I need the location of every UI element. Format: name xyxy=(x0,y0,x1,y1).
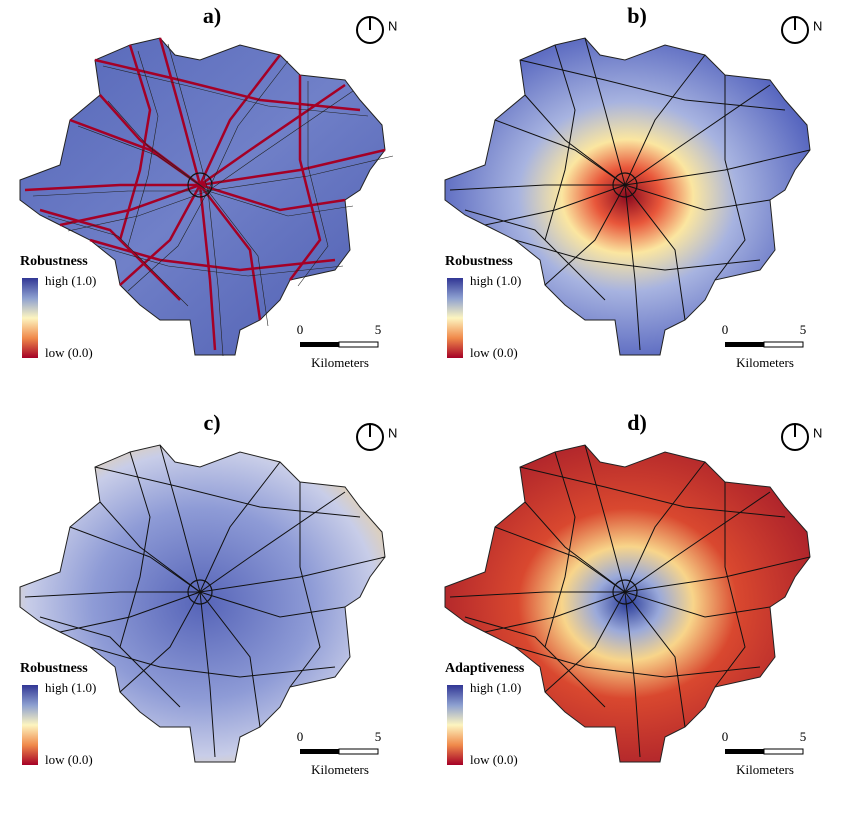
scale-tick: 0 xyxy=(297,322,304,337)
road xyxy=(714,75,746,281)
scale-tick: 0 xyxy=(722,322,729,337)
north-label: N xyxy=(388,425,397,440)
north-label: N xyxy=(813,18,822,33)
road xyxy=(714,482,746,688)
color-bar xyxy=(447,685,463,765)
road xyxy=(544,451,576,648)
scale-unit: Kilometers xyxy=(311,762,369,777)
road xyxy=(119,451,151,648)
legend-title: Robustness xyxy=(445,254,513,269)
road xyxy=(289,482,321,688)
road xyxy=(89,646,336,678)
north-label: N xyxy=(388,18,397,33)
legend-title: Robustness xyxy=(20,661,88,676)
panel-label: c) xyxy=(203,410,220,435)
legend-low: low (0.0) xyxy=(45,345,93,360)
scale-tick: 5 xyxy=(800,322,807,337)
road xyxy=(514,646,761,678)
map-panel: a) N Robustness high (1.0) low (0.0) 0 5 Kilome… xyxy=(19,3,397,370)
road xyxy=(289,75,322,281)
road xyxy=(47,215,189,307)
scale-bar xyxy=(725,342,764,347)
scale-tick: 5 xyxy=(375,729,382,744)
road xyxy=(297,81,329,287)
panel-label: d) xyxy=(627,410,647,435)
scale-bar xyxy=(725,749,764,754)
road xyxy=(544,54,706,286)
legend-title: Adaptiveness xyxy=(445,661,525,676)
scale-bar xyxy=(763,748,804,755)
scale-unit: Kilometers xyxy=(736,762,794,777)
road xyxy=(97,245,344,277)
legend-low: low (0.0) xyxy=(45,752,93,767)
map-panel: c) N Robustness high (1.0) low (0.0) 0 5 Kilome… xyxy=(19,410,397,777)
road xyxy=(514,239,761,271)
road xyxy=(544,461,706,693)
road xyxy=(127,60,289,292)
legend-high: high (1.0) xyxy=(45,680,96,695)
color-bar xyxy=(447,278,463,358)
panel-label: a) xyxy=(203,3,221,28)
road xyxy=(544,44,576,241)
legend-high: high (1.0) xyxy=(470,680,521,695)
scale-tick: 5 xyxy=(375,322,382,337)
road xyxy=(119,461,281,693)
legend-high: high (1.0) xyxy=(45,273,96,288)
road xyxy=(464,209,606,301)
scale-bar xyxy=(338,341,379,348)
center-ring xyxy=(612,579,638,605)
color-bar xyxy=(22,278,38,358)
map-panel: b) N Robustness high (1.0) low (0.0) 0 5 Kilome… xyxy=(444,3,822,370)
scale-unit: Kilometers xyxy=(311,355,369,370)
road xyxy=(39,616,181,708)
map-panel: d) N Adaptiveness high (1.0) low (0.0) 0 5 Kilo… xyxy=(444,410,822,777)
road xyxy=(89,238,336,272)
scale-bar xyxy=(300,749,339,754)
scale-bar xyxy=(763,341,804,348)
road xyxy=(39,208,181,301)
center-ring xyxy=(187,579,213,605)
scale-bar xyxy=(338,748,379,755)
road xyxy=(464,616,606,708)
scale-unit: Kilometers xyxy=(736,355,794,370)
legend-low: low (0.0) xyxy=(470,345,518,360)
legend-high: high (1.0) xyxy=(470,273,521,288)
road xyxy=(118,44,152,241)
color-bar xyxy=(22,685,38,765)
center-ring xyxy=(187,172,213,198)
north-label: N xyxy=(813,425,822,440)
legend-low: low (0.0) xyxy=(470,752,518,767)
scale-tick: 0 xyxy=(297,729,304,744)
center-ring xyxy=(612,172,638,198)
scale-tick: 5 xyxy=(800,729,807,744)
road xyxy=(127,50,159,247)
scale-tick: 0 xyxy=(722,729,729,744)
scale-bar xyxy=(300,342,339,347)
legend-title: Robustness xyxy=(20,254,88,269)
panel-label: b) xyxy=(627,3,647,28)
